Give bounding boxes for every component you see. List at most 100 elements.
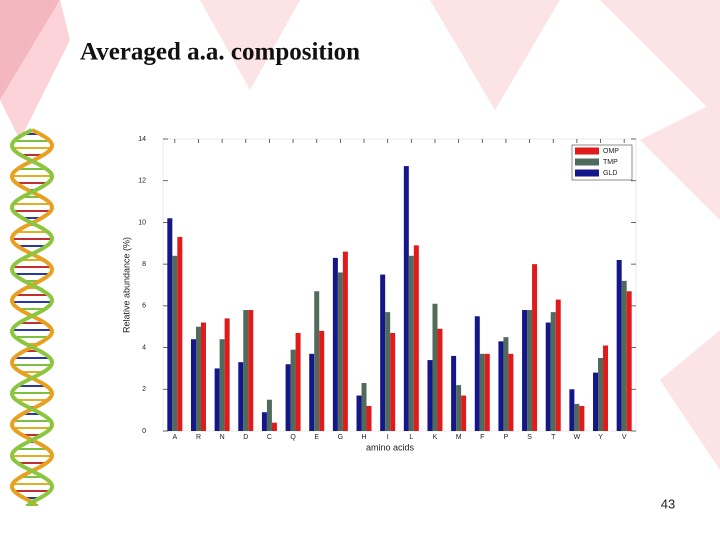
y-tick-label: 6 (142, 303, 146, 310)
x-tick-label: I (387, 434, 389, 441)
x-tick-label: C (267, 434, 272, 441)
y-tick-label: 2 (142, 386, 146, 393)
bar (271, 422, 277, 431)
bar (451, 355, 457, 431)
bg-triangle (640, 100, 720, 220)
x-tick-label: H (361, 434, 366, 441)
bar (598, 358, 604, 431)
bar (314, 291, 320, 431)
x-tick-label: P (504, 434, 509, 441)
bar (479, 353, 485, 431)
bar (195, 326, 201, 431)
bar (295, 332, 301, 431)
bar (285, 364, 291, 431)
legend-label: OMP (603, 148, 619, 155)
bar (569, 389, 575, 431)
y-tick-label: 14 (138, 136, 146, 143)
bar (332, 257, 338, 431)
x-tick-label: Q (290, 434, 296, 441)
bar (261, 412, 267, 431)
bar (555, 299, 561, 431)
bar (224, 318, 230, 431)
bar (593, 372, 599, 431)
bar (200, 322, 206, 431)
x-tick-label: G (338, 434, 343, 441)
x-tick-label: E (314, 434, 319, 441)
bar (266, 399, 272, 431)
bar (190, 339, 196, 431)
legend-label: TMP (603, 159, 618, 166)
y-tick-label: 8 (142, 261, 146, 268)
bar (366, 405, 372, 431)
plot-frame (162, 138, 637, 432)
y-tick-label: 0 (142, 428, 146, 435)
x-tick-label: K (433, 434, 438, 441)
bar (437, 328, 443, 431)
bar (342, 251, 348, 431)
bar (474, 316, 480, 431)
bar (243, 310, 249, 431)
bar (290, 349, 296, 431)
x-tick-label: L (409, 434, 413, 441)
y-tick-label: 10 (138, 219, 146, 226)
bar (621, 280, 627, 431)
bar (319, 330, 325, 431)
bar (508, 353, 514, 431)
background-decoration (0, 0, 720, 470)
bar (432, 303, 438, 431)
bar (498, 341, 504, 431)
bar (626, 291, 632, 431)
x-tick-label: T (551, 434, 556, 441)
bar (356, 395, 362, 431)
x-tick-label: Y (598, 434, 603, 441)
bar (532, 264, 538, 431)
bg-triangle (430, 0, 560, 110)
bar (361, 383, 367, 431)
legend-label: GLD (603, 170, 617, 177)
x-tick-label: S (527, 434, 532, 441)
bar (248, 310, 254, 431)
x-tick-label: F (480, 434, 484, 441)
slide-title: Averaged a.a. composition (80, 39, 360, 66)
bg-triangle (660, 330, 720, 470)
bar (550, 312, 556, 431)
bar (177, 237, 183, 431)
bar (385, 312, 391, 431)
bar (461, 395, 467, 431)
y-tick-label: 4 (142, 344, 146, 351)
y-tick-label: 12 (138, 178, 146, 185)
bar (522, 310, 528, 431)
bar (579, 405, 585, 431)
x-tick-label: N (220, 434, 225, 441)
bar (413, 245, 419, 431)
bar (309, 353, 315, 431)
x-tick-label: M (456, 434, 462, 441)
bar (456, 385, 462, 431)
bar (238, 362, 244, 431)
bar (545, 322, 551, 431)
x-tick-label: V (622, 434, 627, 441)
bar (390, 332, 396, 431)
x-tick-label: W (574, 434, 581, 441)
x-axis-label: amino acids (366, 442, 415, 452)
bar (380, 274, 386, 431)
bg-triangle (200, 0, 300, 90)
bar (574, 403, 580, 431)
bar (337, 272, 343, 431)
bar (427, 360, 433, 431)
dna-helix (9, 128, 55, 506)
bar (219, 339, 225, 431)
corner-shape (0, 0, 70, 140)
x-tick-label: A (172, 434, 177, 441)
dna-strand (9, 128, 55, 506)
bar (484, 353, 490, 431)
legend-swatch (575, 169, 599, 177)
bar (503, 337, 509, 431)
bar (403, 166, 409, 431)
x-tick-label: D (243, 434, 248, 441)
bar (214, 368, 220, 431)
y-axis-label: Relative abundance (%) (121, 237, 131, 333)
page-number: 43 (661, 496, 675, 511)
bar (167, 218, 173, 431)
